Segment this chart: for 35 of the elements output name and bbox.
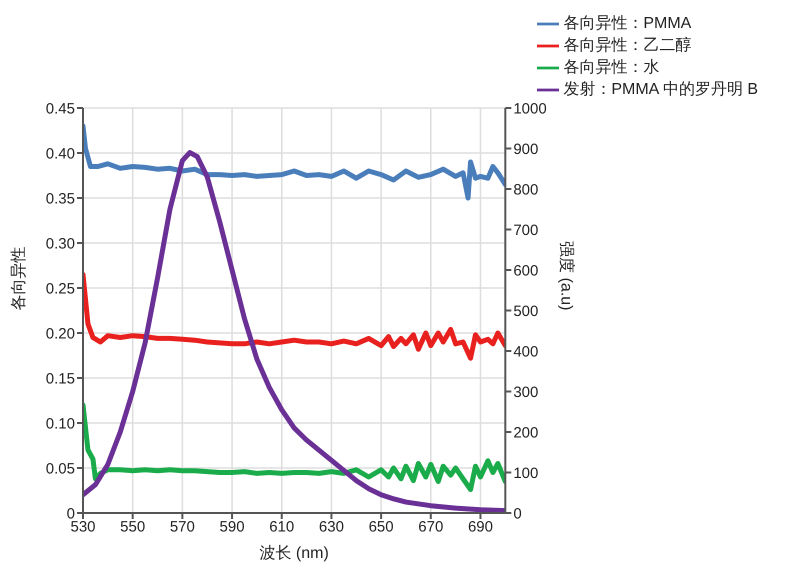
- x-tick-label: 590: [220, 518, 245, 536]
- y-tick-label: 0.35: [46, 190, 75, 208]
- y-axis-title: 各向异性: [10, 246, 28, 310]
- y2-tick-label: 600: [513, 262, 538, 280]
- y2-tick-label: 1000: [513, 100, 547, 118]
- y2-tick-label: 700: [513, 222, 538, 239]
- y2-tick-label: 800: [513, 181, 538, 198]
- x-tick-label: 550: [120, 518, 146, 536]
- x-tick-label: 630: [318, 518, 344, 536]
- y-tick-label: 0.20: [46, 325, 75, 342]
- x-tick-label: 650: [368, 518, 394, 536]
- y-tick-label: 0.25: [46, 280, 75, 298]
- x-tick-label: 670: [418, 518, 444, 536]
- y-tick-label: 0.15: [46, 370, 75, 388]
- y-tick-label: 0.40: [46, 145, 75, 162]
- x-tick-label: 610: [269, 518, 294, 536]
- legend-label: 各向异性：水: [563, 59, 660, 76]
- y2-tick-label: 900: [513, 140, 538, 158]
- legend-label: 发射：PMMA 中的罗丹明 B: [563, 81, 758, 98]
- y2-tick-label: 400: [513, 343, 538, 360]
- y2-tick-label: 500: [513, 302, 538, 320]
- y-tick-label: 0.45: [46, 100, 75, 118]
- x-tick-label: 570: [170, 518, 195, 536]
- y-tick-label: 0.10: [46, 415, 75, 432]
- y2-tick-label: 0: [513, 505, 522, 522]
- y2-tick-label: 300: [513, 384, 538, 401]
- x-tick-label: 690: [468, 518, 493, 536]
- y-tick-label: 0.30: [46, 235, 75, 252]
- x-axis-title: 波长 (nm): [259, 544, 329, 562]
- legend-label: 各向异性：PMMA: [563, 15, 692, 32]
- y2-axis-title: 强度 (a.u): [558, 241, 576, 310]
- legend-label: 各向异性：乙二醇: [563, 37, 692, 54]
- y2-tick-label: 200: [513, 424, 538, 442]
- y-tick-label: 0.05: [46, 460, 75, 478]
- y2-tick-label: 100: [513, 464, 538, 482]
